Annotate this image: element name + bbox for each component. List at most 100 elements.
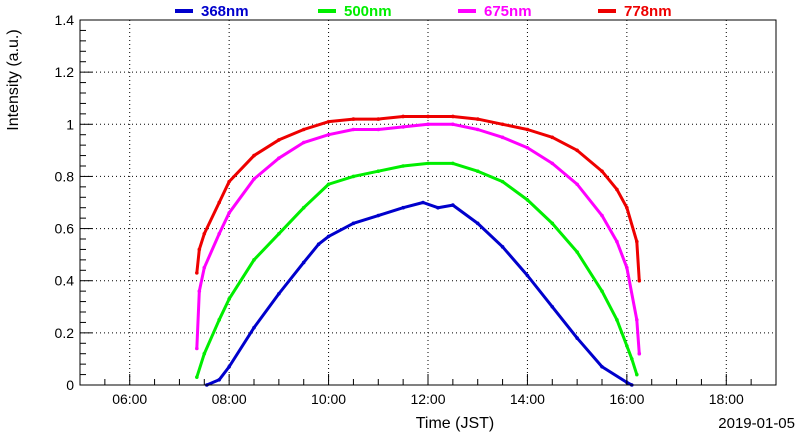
series-line xyxy=(195,114,641,281)
legend: 368nm 500nm 675nm 778nm xyxy=(175,3,672,20)
data-point xyxy=(376,127,381,132)
series-line xyxy=(206,201,633,387)
data-point xyxy=(600,169,604,174)
data-point xyxy=(217,231,221,236)
data-point xyxy=(500,179,505,184)
data-point xyxy=(426,114,430,119)
data-point xyxy=(525,198,530,202)
data-point xyxy=(252,325,256,330)
data-point xyxy=(550,304,555,309)
data-point xyxy=(637,278,642,283)
data-point xyxy=(421,200,425,205)
data-point xyxy=(252,177,256,181)
data-point xyxy=(500,122,505,127)
data-point xyxy=(436,205,440,210)
data-point xyxy=(575,250,579,254)
data-point xyxy=(625,205,629,210)
x-axis-label: Time (JST) xyxy=(416,415,495,432)
x-tick-label: 18:00 xyxy=(709,391,744,407)
data-point xyxy=(351,117,356,121)
date-label: 2019-01-05 xyxy=(718,415,795,432)
data-point xyxy=(575,182,579,187)
data-point xyxy=(301,205,306,210)
data-point xyxy=(252,153,256,158)
data-point xyxy=(550,135,555,140)
legend-label: 500nm xyxy=(344,3,392,20)
data-point xyxy=(202,351,207,356)
y-tick-label: 1.2 xyxy=(55,64,75,80)
data-point xyxy=(202,231,207,236)
data-point xyxy=(615,239,619,244)
series-675nm xyxy=(195,122,642,356)
legend-label: 778nm xyxy=(624,3,672,20)
y-tick-label: 1.4 xyxy=(55,12,75,28)
data-point xyxy=(401,125,405,129)
data-point xyxy=(625,344,629,348)
data-point xyxy=(316,242,321,247)
data-point xyxy=(326,182,331,187)
data-point xyxy=(475,169,480,174)
data-point xyxy=(550,221,555,226)
data-point xyxy=(351,174,356,179)
data-point xyxy=(195,271,199,275)
series-500nm xyxy=(195,161,639,379)
data-point xyxy=(575,148,579,153)
data-point xyxy=(525,127,530,132)
data-point xyxy=(401,164,405,168)
data-point xyxy=(600,364,604,369)
data-point xyxy=(630,357,634,361)
y-tick-label: 0.6 xyxy=(55,221,75,237)
data-point xyxy=(227,211,231,215)
data-point xyxy=(475,221,480,226)
y-tick-label: 0.4 xyxy=(55,273,75,289)
data-point xyxy=(195,346,199,351)
data-point xyxy=(625,265,629,270)
data-point xyxy=(217,377,221,382)
y-tick-label: 0 xyxy=(66,377,74,393)
data-point xyxy=(195,375,199,379)
x-tick-label: 10:00 xyxy=(311,391,346,407)
data-point xyxy=(500,135,505,140)
data-point xyxy=(301,127,306,132)
data-point xyxy=(326,119,331,124)
data-point xyxy=(635,318,639,322)
x-tick-label: 08:00 xyxy=(212,391,247,407)
data-point xyxy=(227,297,231,301)
data-point xyxy=(197,247,202,252)
data-point xyxy=(575,336,579,340)
data-point xyxy=(600,213,604,218)
data-point xyxy=(525,273,530,278)
data-point xyxy=(615,187,619,192)
y-tick-label: 0.2 xyxy=(55,325,75,341)
data-point xyxy=(451,122,455,127)
data-point xyxy=(326,234,331,239)
data-point xyxy=(475,127,480,132)
data-point xyxy=(550,161,555,166)
data-point xyxy=(301,140,306,145)
legend-label: 368nm xyxy=(201,3,249,20)
x-tick-label: 16:00 xyxy=(609,391,644,407)
data-point xyxy=(252,258,256,262)
data-point xyxy=(426,161,430,166)
data-point xyxy=(525,145,530,150)
data-point xyxy=(475,117,480,121)
y-tick-label: 0.8 xyxy=(55,168,75,184)
data-point xyxy=(202,265,207,270)
data-point xyxy=(451,203,455,207)
axis-ticks: 0 0.2 0.4 0.6 0.8 1 1.2 1.4 06:00 08:00 10:00 12:00… xyxy=(55,12,777,407)
data-point xyxy=(197,289,202,293)
y-axis-label: Intensity (a.u.) xyxy=(5,29,22,130)
data-point xyxy=(401,114,405,119)
x-tick-label: 12:00 xyxy=(410,391,445,407)
series-778nm xyxy=(195,114,642,283)
data-point xyxy=(277,291,281,296)
data-point xyxy=(376,169,381,174)
data-series xyxy=(195,114,642,387)
x-tick-label: 06:00 xyxy=(112,391,147,407)
data-point xyxy=(227,179,231,184)
data-point xyxy=(401,205,405,210)
data-point xyxy=(600,289,604,293)
data-point xyxy=(351,127,356,132)
data-point xyxy=(217,200,221,205)
